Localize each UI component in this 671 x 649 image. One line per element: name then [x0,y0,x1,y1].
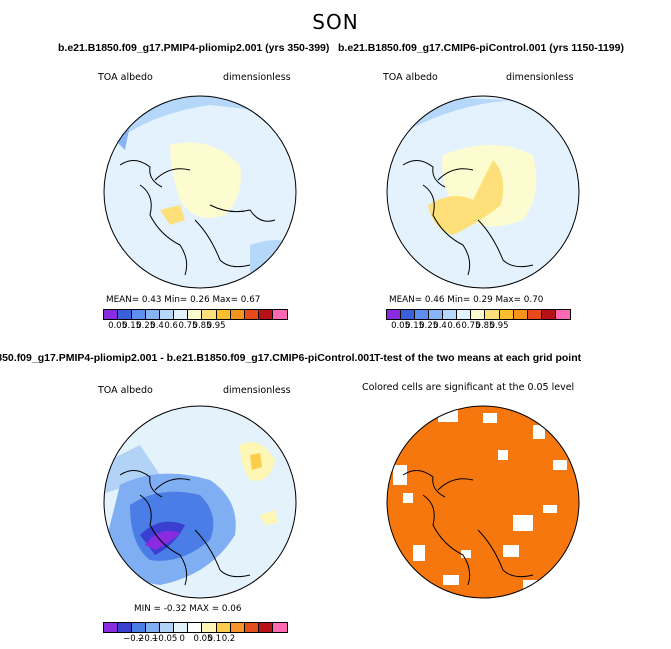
colorbar-swatch [513,310,528,319]
colorbar-swatch [118,623,133,632]
bl-variable-label: TOA albedo [98,385,153,396]
colorbar-tick-label: −0.2 [123,634,144,644]
colorbar-swatch [216,310,231,319]
tr-units-label: dimensionless [506,72,574,83]
colorbar-swatch [499,310,514,319]
tr-stats: MEAN= 0.46 Min= 0.29 Max= 0.70 [389,295,544,305]
colorbar-swatch [118,310,133,319]
br-significance-note: Colored cells are significant at the 0.0… [362,382,575,393]
colorbar-swatch [188,623,203,632]
colorbar-swatch [527,310,542,319]
colorbar-swatch [104,310,119,319]
colorbar-swatch [146,623,161,632]
tr-variable-label: TOA albedo [383,72,438,83]
colorbar-tick-label: 0.05 [391,321,410,331]
colorbar-tick-label: 0.85 [475,321,495,331]
colorbar-swatch [174,310,189,319]
colorbar-swatch [387,310,402,319]
colorbar-tick-label: 0.6 [164,321,178,331]
colorbar-tick-label: 0.25 [136,321,156,331]
bl-stats: MIN = -0.32 MAX = 0.06 [134,604,242,614]
bottom-left-title: b.e21.B1850.f09_g17.PMIP4-pliomip2.001 -… [0,352,375,364]
colorbar-swatch [429,310,444,319]
colorbar-swatch [415,310,430,319]
colorbar-swatch [132,623,147,632]
colorbar-tick-label: 0.75 [461,321,481,331]
tr-colorbar [386,309,571,320]
colorbar-tick-label: 0.6 [447,321,461,331]
bl-colorbar [103,622,288,633]
colorbar-swatch [471,310,486,319]
colorbar-tick-label: 0.95 [206,321,226,331]
bl-difference-map [103,405,297,599]
colorbar-tick-label: 0.1 [207,634,222,644]
tl-colorbar-ticks: 0.05 0.15 0.25 0.4 0.6 0.75 0.85 0.95 [103,321,286,333]
br-significance-map [386,405,580,599]
colorbar-swatch [541,310,556,319]
colorbar-swatch [485,310,500,319]
colorbar-tick-label: 0.85 [192,321,212,331]
colorbar-swatch [555,310,570,319]
colorbar-swatch [216,623,231,632]
tl-colorbar [103,309,288,320]
tl-variable-label: TOA albedo [98,72,153,83]
colorbar-swatch [174,623,189,632]
colorbar-tick-label: 0.75 [178,321,198,331]
colorbar-swatch [258,623,273,632]
colorbar-swatch [202,310,217,319]
bl-units-label: dimensionless [223,385,291,396]
colorbar-swatch [188,310,203,319]
colorbar-swatch [132,310,147,319]
colorbar-swatch [258,310,273,319]
bl-colorbar-ticks: −0.2 −0.1 −0.05 0 0.05 0.1 0.2 [103,634,286,646]
colorbar-tick-label: 0.2 [221,634,236,644]
tl-stats: MEAN= 0.43 Min= 0.26 Max= 0.67 [106,295,261,305]
colorbar-swatch [146,310,161,319]
colorbar-swatch [272,310,287,319]
colorbar-swatch [160,623,175,632]
tl-units-label: dimensionless [223,72,291,83]
bottom-right-title: T-test of the two means at each grid poi… [374,352,582,364]
figure-title: SON [312,10,359,34]
colorbar-swatch [272,623,287,632]
colorbar-swatch [244,623,259,632]
tr-polar-map [386,95,580,289]
colorbar-tick-label: 0.15 [405,321,425,331]
colorbar-swatch [230,310,245,319]
colorbar-tick-label: 0.05 [108,321,127,331]
top-left-title: b.e21.B1850.f09_g17.PMIP4-pliomip2.001 (… [58,42,330,54]
tr-colorbar-ticks: 0.05 0.15 0.25 0.4 0.6 0.75 0.85 0.95 [386,321,569,333]
colorbar-swatch [244,310,259,319]
colorbar-swatch [401,310,416,319]
colorbar-tick-label: 0.25 [419,321,439,331]
colorbar-tick-label: 0.4 [433,321,447,331]
colorbar-swatch [457,310,472,319]
top-right-title: b.e21.B1850.f09_g17.CMIP6-piControl.001 … [338,42,624,54]
colorbar-tick-label: 0.05 [193,634,213,644]
colorbar-tick-label: −0.1 [137,634,158,644]
colorbar-swatch [230,623,245,632]
colorbar-tick-label: 0.95 [489,321,509,331]
tl-polar-map [103,95,297,289]
colorbar-tick-label: 0.4 [150,321,164,331]
colorbar-tick-label: 0 [179,634,185,644]
colorbar-swatch [160,310,175,319]
colorbar-swatch [104,623,119,632]
colorbar-tick-label: −0.05 [151,634,178,644]
colorbar-swatch [443,310,458,319]
colorbar-swatch [202,623,217,632]
colorbar-tick-label: 0.15 [122,321,142,331]
